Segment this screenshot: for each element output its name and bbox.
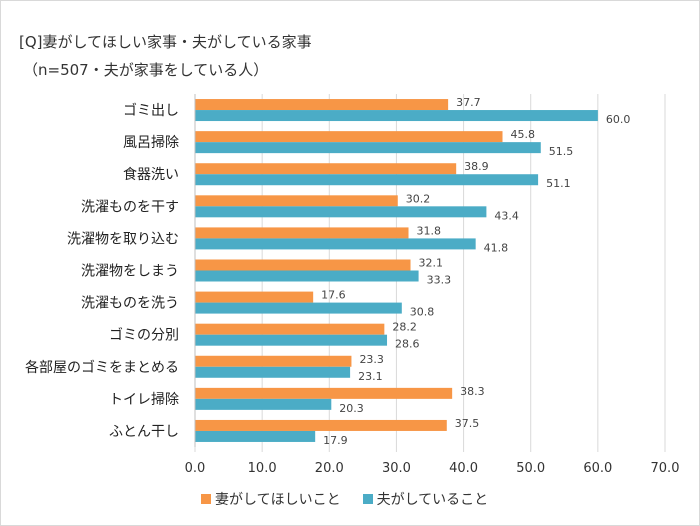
x-tick-label: 60.0 bbox=[583, 461, 612, 476]
data-label: 51.5 bbox=[549, 145, 574, 158]
bar-husband bbox=[195, 334, 388, 346]
legend-swatch bbox=[362, 494, 373, 504]
data-label: 30.2 bbox=[406, 192, 431, 205]
category-label: ふとん干し bbox=[109, 424, 179, 440]
bar-wife bbox=[195, 419, 447, 431]
legend-swatch bbox=[201, 494, 211, 504]
bar-husband bbox=[195, 174, 539, 186]
bar-wife bbox=[195, 99, 449, 111]
data-label: 32.1 bbox=[419, 257, 444, 270]
data-label: 37.7 bbox=[456, 96, 481, 109]
category-label: 洗濯ものを干す bbox=[81, 199, 179, 215]
legend-label: 妻がしてほしいこと bbox=[215, 492, 341, 508]
category-label: トイレ掃除 bbox=[109, 391, 179, 408]
bar-wife bbox=[195, 195, 398, 207]
data-label: 17.6 bbox=[321, 289, 346, 302]
x-tick-label: 50.0 bbox=[516, 461, 545, 476]
category-label: 風呂掃除 bbox=[123, 134, 179, 151]
x-tick-label: 10.0 bbox=[248, 461, 277, 476]
bar-husband bbox=[195, 110, 598, 122]
bar-husband bbox=[195, 430, 316, 442]
data-label: 17.9 bbox=[323, 434, 348, 447]
legend-item-husband: 夫がしていること bbox=[362, 489, 489, 509]
chart-subtitle: （n=507・夫が家事をしている人） bbox=[23, 61, 269, 79]
category-label: 洗濯ものを洗う bbox=[81, 296, 179, 312]
data-label: 41.8 bbox=[484, 241, 509, 254]
data-label: 23.3 bbox=[359, 353, 384, 366]
bar-wife bbox=[195, 355, 352, 367]
x-tick-label: 0.0 bbox=[185, 461, 206, 476]
data-label: 30.8 bbox=[410, 306, 435, 319]
data-label: 43.4 bbox=[494, 209, 519, 222]
chart-title: [Q]妻がしてほしい家事・夫がしている家事 bbox=[19, 33, 312, 51]
data-label: 20.3 bbox=[339, 402, 364, 415]
legend: 妻がしてほしいこと 夫がしていること bbox=[201, 489, 488, 509]
data-label: 60.0 bbox=[606, 113, 631, 126]
bar-wife bbox=[195, 323, 385, 335]
data-label: 31.8 bbox=[417, 224, 442, 237]
category-label: 洗濯物をしまう bbox=[81, 264, 179, 280]
bar-husband bbox=[195, 398, 332, 410]
data-label: 38.9 bbox=[464, 160, 489, 173]
data-label: 33.3 bbox=[427, 274, 452, 287]
bar-husband bbox=[195, 142, 541, 154]
data-label: 45.8 bbox=[511, 128, 536, 141]
bar-wife bbox=[195, 131, 503, 143]
category-label: 各部屋のゴミをまとめる bbox=[25, 359, 179, 376]
bar-wife bbox=[195, 387, 453, 399]
bar-wife bbox=[195, 291, 314, 303]
data-label: 51.1 bbox=[546, 177, 571, 190]
x-tick-label: 30.0 bbox=[382, 461, 411, 476]
x-tick-label: 20.0 bbox=[315, 461, 344, 476]
bar-wife bbox=[195, 163, 457, 175]
legend-label: 夫がしていること bbox=[376, 492, 489, 508]
bar-husband bbox=[195, 206, 487, 218]
bar-husband bbox=[195, 302, 402, 314]
category-label: 洗濯物を取り込む bbox=[67, 231, 179, 247]
x-tick-label: 70.0 bbox=[651, 461, 680, 476]
legend-item-wife: 妻がしてほしいこと bbox=[201, 489, 341, 509]
data-label: 38.3 bbox=[460, 385, 485, 398]
bar-husband bbox=[195, 270, 419, 282]
bar-wife bbox=[195, 227, 409, 239]
x-tick-label: 40.0 bbox=[449, 461, 478, 476]
data-label: 28.6 bbox=[395, 338, 420, 351]
data-label: 37.5 bbox=[455, 417, 480, 430]
data-label: 28.2 bbox=[392, 321, 417, 334]
category-label: ゴミの分別 bbox=[109, 327, 179, 344]
category-label: 食器洗い bbox=[123, 166, 179, 183]
category-label: ゴミ出し bbox=[123, 102, 179, 119]
bar-husband bbox=[195, 238, 476, 250]
bar-husband bbox=[195, 366, 351, 378]
data-label: 23.1 bbox=[358, 370, 383, 383]
bar-wife bbox=[195, 259, 411, 271]
